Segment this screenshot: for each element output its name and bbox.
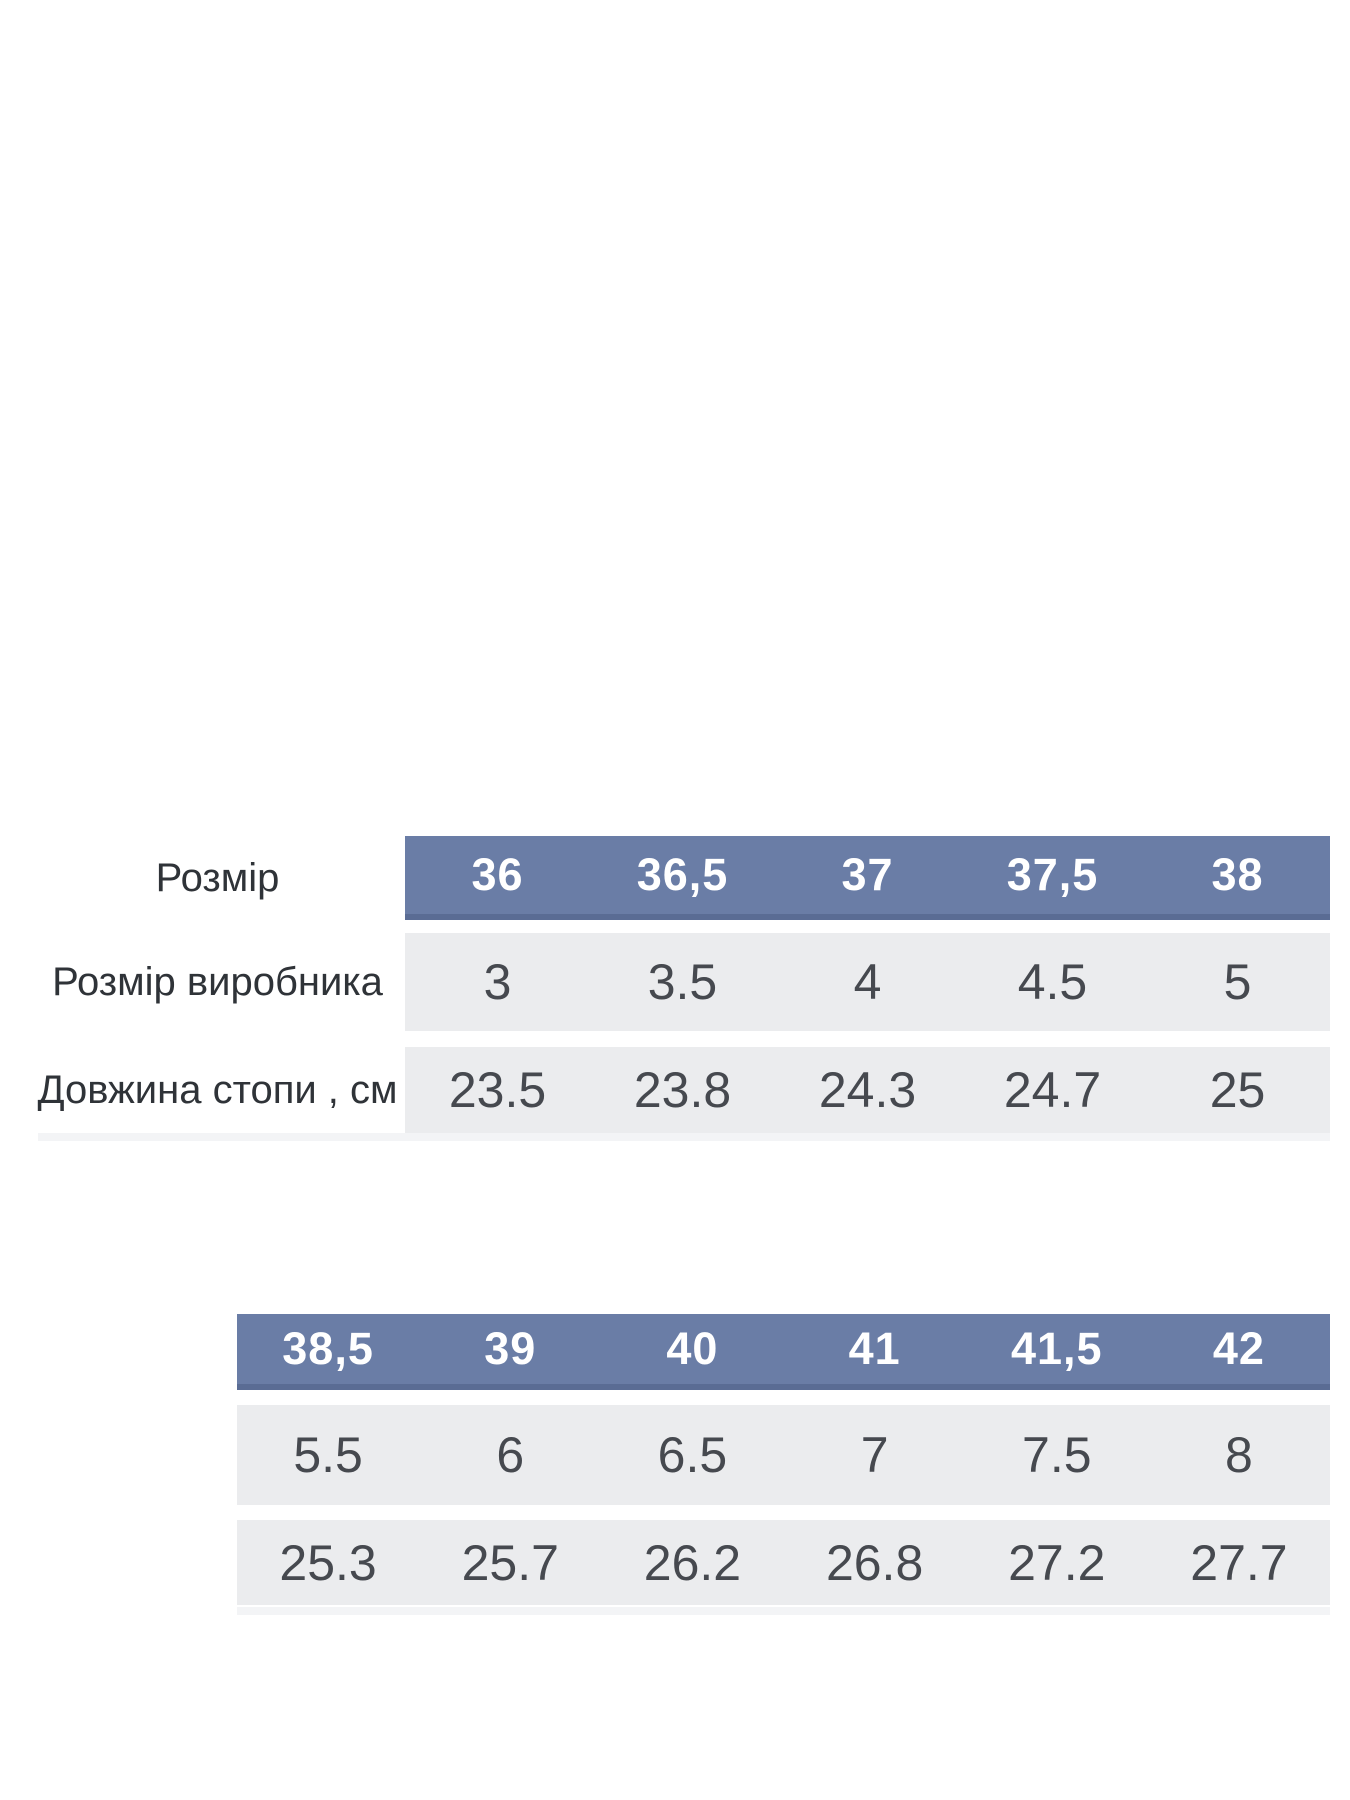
table2-size-header-row: 38,5 39 40 41 41,5 42	[237, 1314, 1330, 1390]
foot-length-cell: 26.2	[643, 1534, 742, 1591]
foot-length-cell: 23.5	[448, 1062, 547, 1118]
table1-bottom-border	[38, 1133, 1330, 1141]
table1-manufacturer-size-row: 3 3.5 4 4.5 5	[405, 933, 1330, 1031]
manufacturer-size-cell: 6	[496, 1427, 525, 1483]
table1-foot-length-row: 23.5 23.8 24.3 24.7 25	[405, 1047, 1330, 1133]
foot-length-cell: 25.3	[279, 1534, 377, 1591]
foot-length-cell: 23.8	[633, 1062, 732, 1118]
table2-manufacturer-size-row: 5.5 6 6.5 7 7.5 8	[237, 1405, 1330, 1505]
manufacturer-size-cell: 7.5	[1022, 1427, 1092, 1483]
size-header-cell: 38	[1211, 849, 1264, 900]
row-label-manufacturer-size: Розмір виробника	[52, 959, 383, 1004]
size-header-cell: 41,5	[1010, 1323, 1103, 1374]
foot-length-cell: 25	[1209, 1062, 1266, 1118]
table2-foot-length-row: 25.3 25.7 26.2 26.8 27.2 27.7	[237, 1520, 1330, 1605]
size-header-cell: 40	[666, 1323, 719, 1374]
manufacturer-size-cell: 7	[860, 1427, 889, 1483]
size-header-cell: 42	[1212, 1323, 1265, 1374]
row-label-foot-length: Довжина стопи , см	[37, 1067, 398, 1112]
size-header-cell: 36	[471, 849, 524, 900]
table2-bottom-border	[237, 1607, 1330, 1615]
manufacturer-size-cell: 8	[1225, 1427, 1253, 1483]
size-header-cell: 37,5	[1006, 849, 1099, 900]
manufacturer-size-cell: 4	[853, 954, 882, 1010]
manufacturer-size-cell: 5.5	[293, 1427, 363, 1483]
foot-length-cell: 24.7	[1003, 1062, 1102, 1118]
manufacturer-size-cell: 3.5	[647, 954, 718, 1010]
manufacturer-size-cell: 6.5	[657, 1427, 728, 1483]
foot-length-cell: 25.7	[461, 1534, 559, 1591]
foot-length-cell: 27.7	[1190, 1534, 1288, 1591]
manufacturer-size-cell: 5	[1223, 954, 1252, 1010]
row-label-size: Розмір	[155, 855, 280, 900]
size-header-cell: 39	[484, 1323, 537, 1374]
foot-length-cell: 24.3	[818, 1062, 917, 1118]
size-header-cell: 36,5	[636, 849, 729, 900]
manufacturer-size-cell: 4.5	[1017, 954, 1088, 1010]
size-header-cell: 37	[841, 849, 894, 900]
size-header-cell: 38,5	[282, 1323, 374, 1374]
manufacturer-size-cell: 3	[483, 954, 512, 1010]
size-header-cell: 41	[848, 1323, 901, 1374]
foot-length-cell: 26.8	[825, 1534, 924, 1591]
table1-size-header-row: 36 36,5 37 37,5 38	[405, 836, 1330, 920]
foot-length-cell: 27.2	[1008, 1534, 1106, 1591]
